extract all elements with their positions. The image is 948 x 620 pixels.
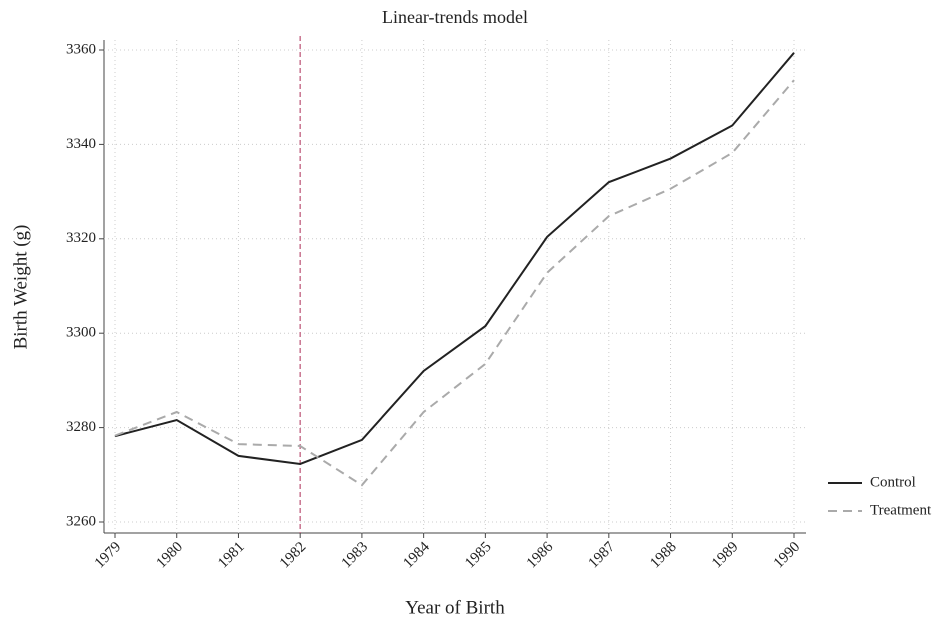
line-series (114, 79, 795, 487)
x-tick-label: 1982 (277, 539, 310, 572)
x-tick-label: 1979 (92, 539, 125, 572)
y-tick-label: 3340 (66, 136, 96, 152)
x-tick-label: 1984 (400, 539, 433, 572)
y-tick-label: 3360 (66, 41, 96, 57)
line-series (114, 52, 795, 465)
y-axis-title: Birth Weight (g) (10, 225, 31, 350)
x-axis-title: Year of Birth (405, 597, 505, 618)
y-tick-label: 3260 (66, 513, 96, 529)
y-tick-label: 3300 (66, 325, 96, 341)
legend-label: Treatment (870, 502, 932, 518)
x-tick-label: 1981 (215, 539, 248, 572)
x-tick-label: 1988 (647, 539, 680, 572)
x-tick-label: 1980 (153, 539, 186, 572)
x-tick-label: 1983 (339, 539, 372, 572)
y-tick-label: 3280 (66, 419, 96, 435)
x-tick-label: 1990 (771, 539, 804, 572)
x-tick-label: 1986 (524, 539, 557, 572)
y-tick-label: 3320 (66, 230, 96, 246)
legend-label: Control (870, 474, 916, 490)
x-tick-label: 1985 (462, 539, 495, 572)
x-tick-label: 1989 (709, 539, 742, 572)
x-tick-label: 1987 (586, 539, 619, 572)
chart-title: Linear-trends model (382, 7, 528, 27)
